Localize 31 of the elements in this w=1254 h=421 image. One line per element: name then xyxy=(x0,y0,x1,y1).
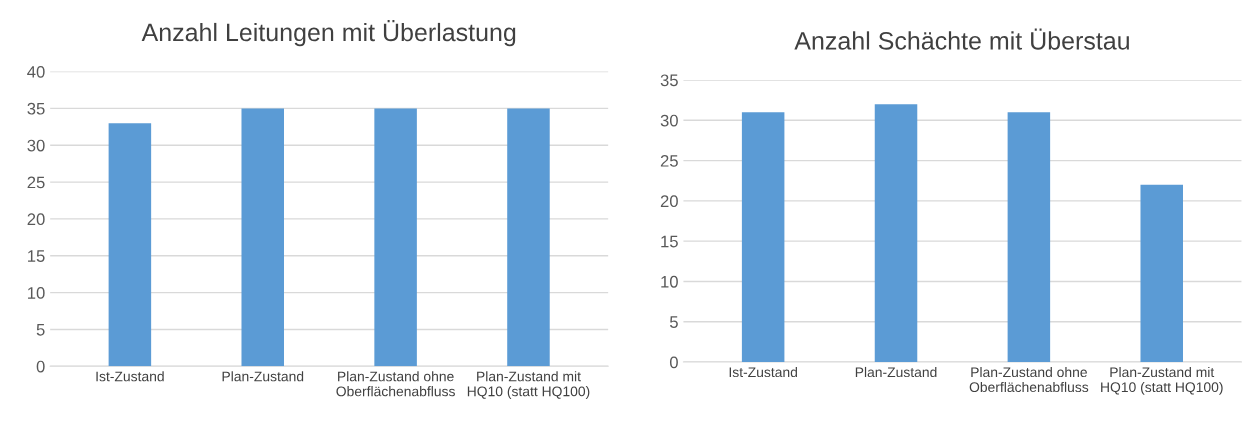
y-tick-label: 10 xyxy=(28,287,45,299)
x-tick-label: Plan-Zustand xyxy=(855,366,937,378)
chart-title: Anzahl Schächte mit Überstau xyxy=(794,28,1129,50)
y-tick-label: 25 xyxy=(660,154,678,167)
y-tick-label: 25 xyxy=(27,176,45,189)
x-tick-label: Plan-Zustand mit HQ10 (statt HQ100) xyxy=(1101,366,1223,395)
y-tick-label: 0 xyxy=(669,356,678,369)
y-tick-label: 15 xyxy=(661,235,678,248)
x-tick-label: Ist-Zustand xyxy=(729,366,797,378)
x-tick-label: Plan-Zustand mit HQ10 (statt HQ100) xyxy=(467,371,590,400)
y-tick-label: 40 xyxy=(27,65,45,78)
bar xyxy=(874,104,918,363)
bar xyxy=(741,112,785,363)
y-tick-label: 30 xyxy=(27,139,45,152)
x-tick-label: Plan-Zustand ohne Oberflächenabfluss xyxy=(969,366,1089,393)
bar xyxy=(1140,184,1183,363)
y-tick-label: 30 xyxy=(660,114,678,127)
y-tick-label: 20 xyxy=(27,213,45,226)
y-tick-label: 0 xyxy=(36,360,45,373)
y-tick-label: 20 xyxy=(660,195,678,208)
y-tick-label: 10 xyxy=(661,275,678,288)
x-tick-label: Plan-Zustand xyxy=(222,371,304,382)
y-tick-label: 35 xyxy=(27,102,45,115)
x-tick-label: Plan-Zustand ohne Oberflächenabfluss xyxy=(336,371,455,397)
chart-title: Anzahl Leitungen mit Überlastung xyxy=(141,20,516,47)
y-tick-label: 15 xyxy=(28,250,45,262)
x-tick-label: Ist-Zustand xyxy=(96,371,164,382)
y-tick-label: 5 xyxy=(36,324,45,336)
y-tick-label: 5 xyxy=(669,316,678,328)
y-tick-label: 35 xyxy=(660,74,678,87)
bar xyxy=(1007,112,1051,363)
